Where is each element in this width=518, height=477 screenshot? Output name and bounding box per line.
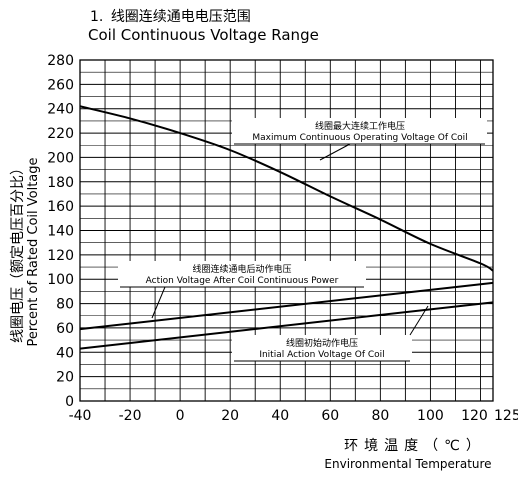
y-tick-label: 80	[56, 297, 74, 313]
y-tick-label: 180	[47, 175, 74, 191]
annotation-leader	[319, 143, 351, 161]
x-tick-label: 20	[221, 408, 239, 424]
y-tick-label: 280	[47, 53, 74, 69]
x-tick-label: -20	[119, 408, 142, 424]
y-tick-label: 200	[47, 150, 74, 166]
y-tick-labels: 0 20 40 60 80 100 120 140 160 180 200 220 240 260 280	[47, 53, 74, 410]
chart-axes	[79, 59, 494, 402]
x-tick-labels: -40 -20 0 20 40 60 80 100 120 125	[69, 408, 518, 424]
annotation-label-cn: 线圈连续通电后动作电压	[192, 263, 291, 275]
x-tick-label: 100	[417, 408, 444, 424]
y-tick-label: 40	[56, 345, 74, 361]
y-tick-label: 140	[47, 224, 74, 240]
annotation-label-cn: 线圈最大连续工作电压	[315, 120, 405, 132]
y-tick-label: 160	[47, 199, 74, 215]
chart-series	[79, 105, 494, 350]
x-tick-label: 120	[461, 408, 488, 424]
y-tick-label: 20	[56, 370, 74, 386]
x-tick-label: -40	[69, 408, 92, 424]
y-axis-label-cn: 线圈电压（额定电压百分比）	[10, 161, 26, 343]
annotation-label-cn: 线圈初始动作电压	[286, 337, 358, 349]
x-tick-label: 125	[494, 408, 518, 424]
x-axis-label-en: Environmental Temperature	[324, 457, 491, 471]
y-tick-label: 0	[65, 394, 74, 410]
x-tick-label: 60	[321, 408, 339, 424]
plot-frame	[79, 59, 494, 402]
y-tick-label: 260	[47, 77, 74, 93]
y-axis-label-en: Percent of Rated Coil Voltage	[26, 157, 41, 346]
series-line-initial-action	[79, 301, 494, 350]
chart-title-cn-text: 线圈连续通电电压范围	[111, 8, 251, 25]
series-line-after-continuous	[79, 281, 494, 331]
series-line-max-continuous	[79, 105, 494, 272]
y-tick-label: 100	[47, 272, 74, 288]
x-tick-label: 0	[176, 408, 185, 424]
chart-title-en: Coil Continuous Voltage Range	[88, 26, 319, 44]
annotation-background	[232, 335, 412, 361]
annotation-label-en: Maximum Continuous Operating Voltage Of …	[252, 133, 467, 143]
y-tick-label: 220	[47, 126, 74, 142]
annotation-leader	[409, 305, 429, 336]
annotation-background	[232, 118, 487, 144]
y-tick-label: 240	[47, 102, 74, 118]
chart-title-cn: 1. 线圈连续通电电压范围	[90, 8, 251, 25]
y-tick-label: 60	[56, 321, 74, 337]
x-axis-label-cn: 环境温度（℃）	[344, 438, 486, 454]
x-tick-label: 80	[371, 408, 389, 424]
x-tick-label: 40	[271, 408, 289, 424]
annotation-label-en: Initial Action Voltage Of Coil	[259, 350, 384, 360]
annotation-background	[118, 261, 366, 287]
chart-title-number: 1.	[90, 9, 103, 25]
annotation-leader	[151, 286, 166, 319]
y-tick-label: 120	[47, 248, 74, 264]
annotation-label-en: Action Voltage After Coil Continuous Pow…	[146, 276, 339, 286]
